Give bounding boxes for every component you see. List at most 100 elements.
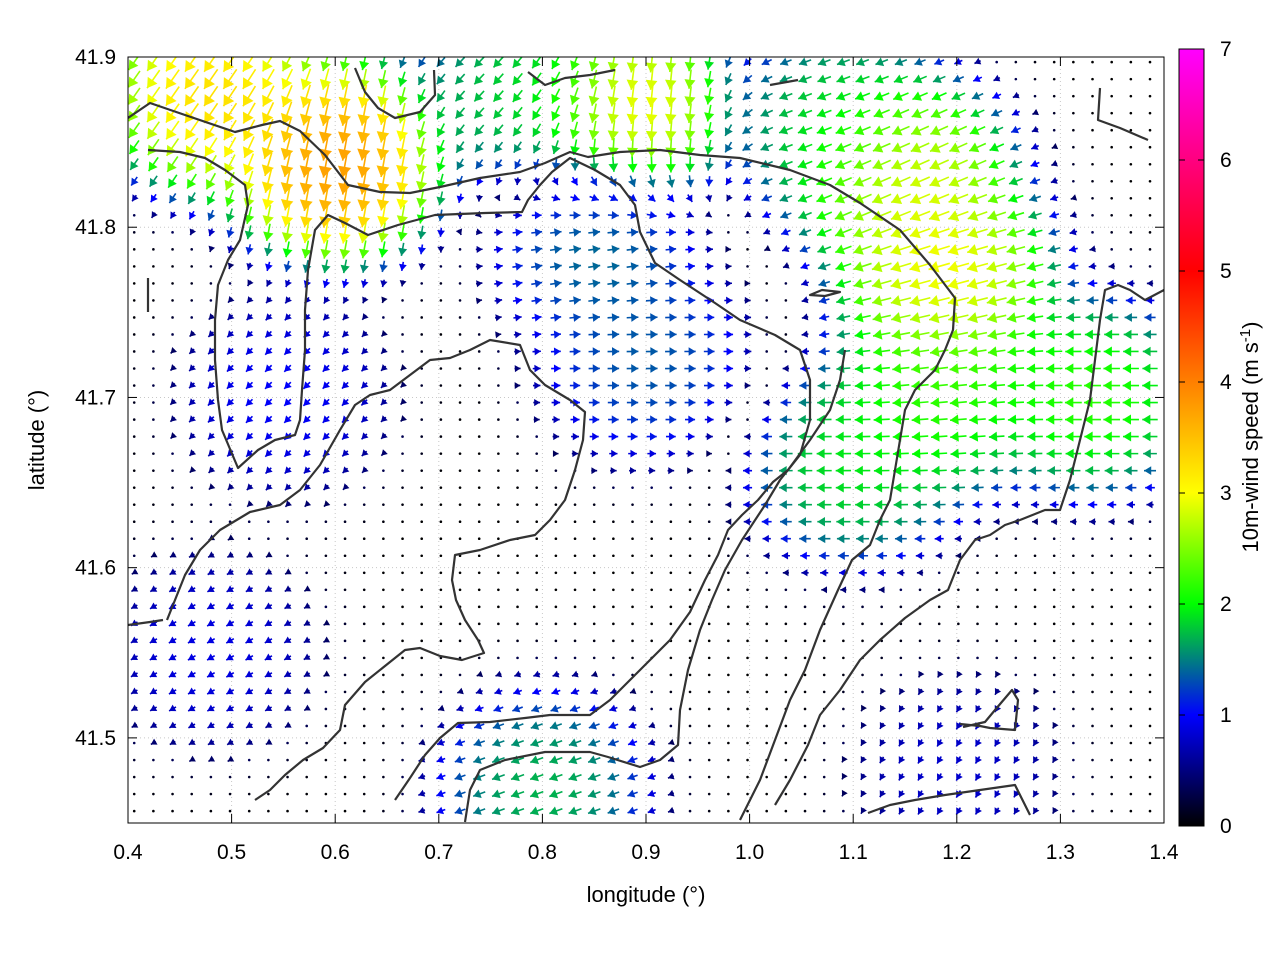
wind-arrow xyxy=(874,466,890,476)
wind-arrow xyxy=(1110,197,1113,200)
wind-arrow xyxy=(706,450,712,457)
wind-arrow xyxy=(1123,347,1138,357)
wind-arrow xyxy=(704,330,715,338)
wind-arrow xyxy=(399,56,407,67)
wind-arrow xyxy=(819,347,830,355)
wind-arrow xyxy=(304,602,311,608)
wind-arrow xyxy=(650,571,653,574)
wind-arrow xyxy=(210,793,213,796)
wind-arrow xyxy=(956,773,963,780)
wind-arrow xyxy=(170,381,177,388)
wind-arrow xyxy=(627,279,639,288)
wind-arrow xyxy=(743,143,753,151)
wind-arrow xyxy=(227,330,234,337)
wind-arrow xyxy=(1031,143,1038,150)
wind-arrow xyxy=(1052,143,1058,149)
wind-arrow xyxy=(612,503,615,506)
wind-arrow xyxy=(419,57,427,67)
wind-arrow xyxy=(401,537,404,540)
wind-arrow xyxy=(1143,449,1157,458)
wind-arrow xyxy=(685,398,696,406)
wind-arrow xyxy=(1072,640,1075,643)
wind-arrow xyxy=(133,333,136,336)
wind-arrow xyxy=(686,211,693,218)
wind-arrow xyxy=(1149,776,1152,779)
wind-arrow xyxy=(266,296,273,303)
wind-arrow xyxy=(1053,640,1056,643)
wind-arrow xyxy=(1123,380,1139,390)
wind-arrow xyxy=(665,347,677,356)
wind-arrow xyxy=(1034,606,1037,609)
wind-arrow xyxy=(854,312,870,322)
wind-arrow xyxy=(493,74,503,85)
wind-arrow xyxy=(608,296,620,305)
wind-arrow xyxy=(761,466,773,475)
wind-arrow xyxy=(931,380,948,390)
wind-arrow xyxy=(1149,793,1152,796)
wind-arrow xyxy=(459,299,462,302)
wind-arrow xyxy=(937,705,943,712)
wind-arrow xyxy=(440,674,443,677)
wind-arrow xyxy=(838,552,849,560)
wind-arrow xyxy=(1105,313,1118,322)
wind-arrow xyxy=(305,537,308,540)
wind-arrow xyxy=(455,74,464,84)
wind-arrow xyxy=(994,518,1000,525)
wind-arrow xyxy=(780,415,792,424)
wind-arrow xyxy=(987,244,1007,255)
wind-arrow xyxy=(685,313,696,321)
wind-arrow xyxy=(855,415,871,425)
wind-arrow xyxy=(1014,756,1020,763)
wind-arrow xyxy=(631,588,634,591)
wind-arrow xyxy=(133,452,136,455)
wind-arrow xyxy=(725,160,732,169)
wind-arrow xyxy=(420,401,423,404)
wind-arrow xyxy=(459,282,462,285)
wind-arrow xyxy=(817,500,831,510)
wind-arrow xyxy=(1008,194,1023,203)
wind-arrow xyxy=(150,176,158,187)
wind-arrow xyxy=(724,347,734,355)
wind-arrow xyxy=(493,57,503,68)
wind-arrow xyxy=(743,484,752,492)
wind-arrow xyxy=(861,691,864,694)
wind-arrow xyxy=(267,537,270,540)
wind-arrow xyxy=(131,671,138,677)
wind-arrow xyxy=(1110,742,1113,745)
wind-arrow xyxy=(631,537,634,540)
wind-arrow xyxy=(785,776,788,779)
wind-arrow xyxy=(455,773,466,781)
wind-arrow xyxy=(133,486,136,489)
wind-arrow xyxy=(574,588,577,591)
wind-arrow xyxy=(608,52,619,72)
wind-arrow xyxy=(266,313,273,320)
wind-arrow xyxy=(1050,501,1059,509)
wind-arrow xyxy=(535,588,538,591)
wind-arrow xyxy=(842,623,845,626)
wind-arrow xyxy=(930,159,949,169)
wind-arrow xyxy=(993,75,1000,82)
wind-arrow xyxy=(246,602,253,609)
wind-arrow xyxy=(185,69,199,88)
wind-arrow xyxy=(133,231,136,234)
wind-arrow xyxy=(689,588,692,591)
wind-arrow xyxy=(381,381,388,388)
wind-arrow xyxy=(1123,432,1139,442)
wind-arrow xyxy=(743,92,752,100)
wind-arrow xyxy=(647,433,657,441)
wind-arrow xyxy=(1028,228,1043,237)
wind-arrow xyxy=(420,588,423,591)
wind-arrow xyxy=(891,244,911,255)
wind-arrow xyxy=(149,157,159,171)
wind-arrow xyxy=(1110,78,1113,81)
wind-arrow xyxy=(704,313,714,321)
wind-arrow xyxy=(340,240,351,259)
wind-arrow xyxy=(459,571,462,574)
wind-arrow xyxy=(1034,688,1040,695)
wind-arrow xyxy=(1103,397,1120,407)
wind-arrow xyxy=(933,500,946,509)
wind-arrow xyxy=(593,486,596,489)
wind-arrow xyxy=(593,554,596,557)
wind-arrow xyxy=(555,657,558,660)
